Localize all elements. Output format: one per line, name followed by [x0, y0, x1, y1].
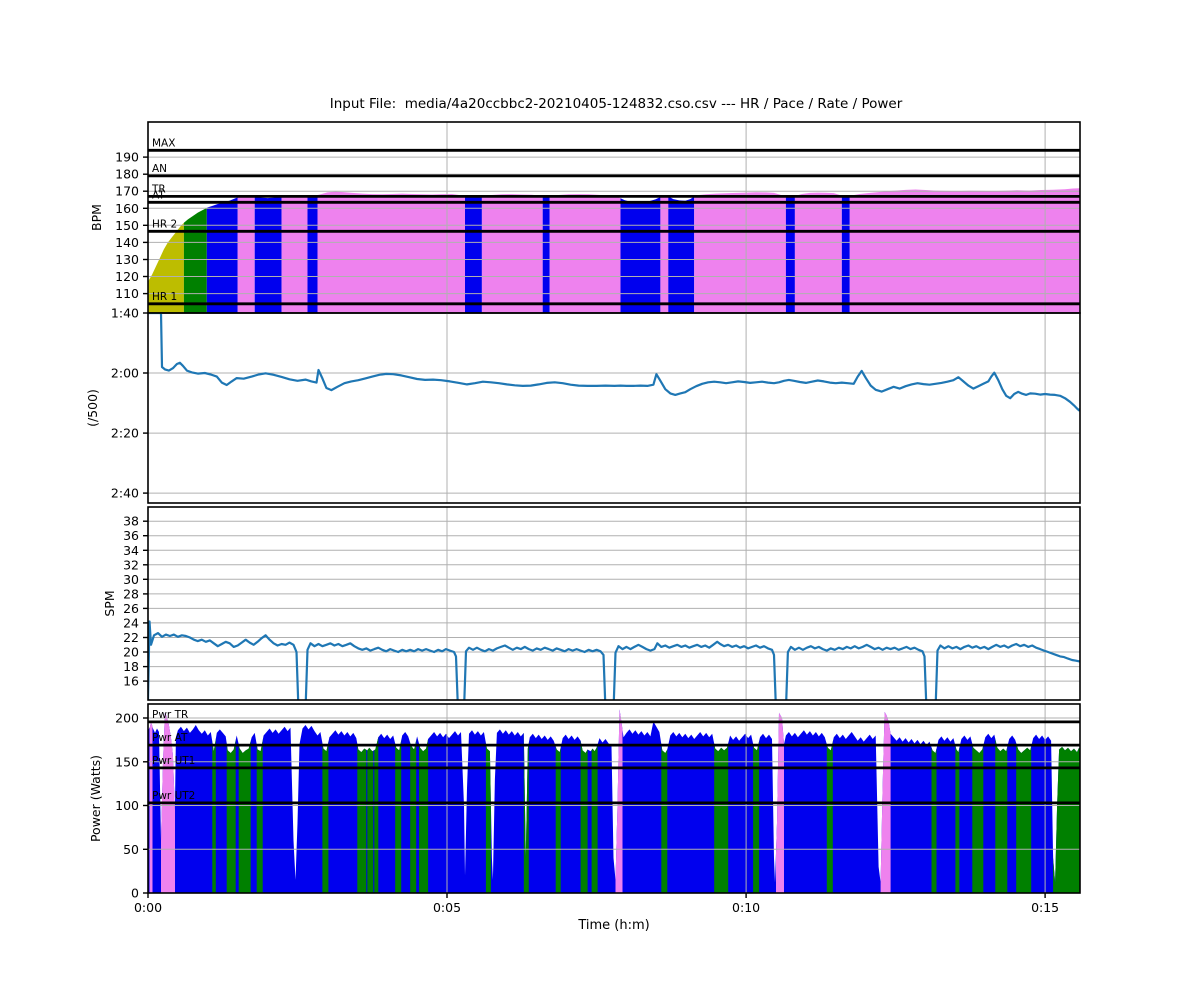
refline-label-power: Pwr UT2 [152, 790, 195, 802]
ytick-spm: 30 [123, 572, 139, 587]
ytick-hr: 120 [115, 269, 139, 284]
ytick-spm: 34 [123, 543, 139, 558]
ytick-hr: 150 [115, 218, 139, 233]
ytick-pace: 2:00 [111, 366, 139, 381]
ylabel-power: Power (Watts) [88, 755, 103, 842]
refline-label-power: Pwr UT1 [152, 755, 195, 767]
ytick-power: 150 [115, 754, 139, 769]
ylabel-pace: (/500) [85, 389, 100, 427]
refline-label-power: Pwr TR [152, 709, 188, 721]
ytick-power: 0 [131, 886, 139, 901]
refline-label-hr: AN [152, 163, 167, 175]
ytick-power: 50 [123, 842, 139, 857]
ytick-hr: 160 [115, 201, 139, 216]
ytick-spm: 22 [123, 630, 139, 645]
ytick-spm: 32 [123, 557, 139, 572]
ytick-hr: 130 [115, 252, 139, 267]
ytick-hr: 180 [115, 167, 139, 182]
refline-label-hr: TR [151, 183, 166, 195]
ylabel-spm: SPM [102, 590, 117, 616]
panel-pace: 1:40 2:00 2:20 2:40 (/500) [85, 306, 1081, 504]
xtick-label: 0:05 [433, 900, 461, 915]
ytick-spm: 16 [123, 674, 139, 689]
x-axis-label: Time (h:m) [578, 918, 650, 933]
chart-title: Input File: media/4a20ccbbc2-20210405-12… [329, 96, 903, 112]
refline-label-hr: AT [152, 189, 165, 201]
refline-label-hr: HR 2 [152, 218, 177, 230]
ytick-pace: 2:20 [111, 426, 139, 441]
ytick-spm: 28 [123, 586, 139, 601]
refline-label-hr: HR 1 [152, 291, 177, 303]
x-axis: 0:00 0:05 0:10 0:15 [134, 893, 1059, 915]
panel-power: Pwr TR Pwr AT Pwr UT1 Pwr UT2 0 50 100 150 200 Po… [88, 703, 1081, 901]
ylabel-hr: BPM [89, 204, 104, 231]
refline-label-hr: MAX [152, 137, 175, 149]
ytick-spm: 18 [123, 659, 139, 674]
ytick-hr: 170 [115, 184, 139, 199]
ytick-hr: 110 [115, 286, 139, 301]
ytick-spm: 24 [123, 615, 139, 630]
ytick-spm: 36 [123, 528, 139, 543]
ytick-hr: 140 [115, 235, 139, 250]
ytick-pace: 2:40 [111, 486, 139, 501]
xtick-label: 0:10 [732, 900, 760, 915]
ytick-spm: 38 [123, 514, 139, 529]
ytick-spm: 20 [123, 645, 139, 660]
ytick-pace: 1:40 [111, 306, 139, 321]
xtick-label: 0:15 [1031, 900, 1059, 915]
ytick-spm: 26 [123, 601, 139, 616]
ytick-power: 200 [115, 711, 139, 726]
refline-label-power: Pwr AT [152, 732, 188, 744]
ytick-hr: 190 [115, 150, 139, 165]
ytick-power: 100 [115, 798, 139, 813]
xtick-label: 0:00 [134, 900, 162, 915]
